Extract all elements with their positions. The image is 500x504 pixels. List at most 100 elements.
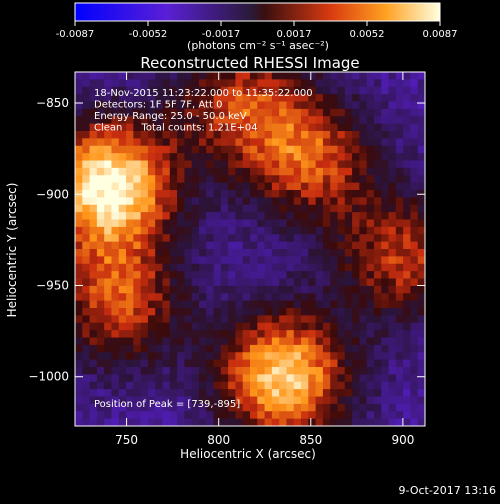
heatmap-pixel: [417, 337, 426, 346]
heatmap-pixel: [228, 241, 236, 250]
heatmap-pixel: [169, 241, 178, 250]
heatmap-pixel: [308, 116, 317, 125]
heatmap-pixel: [147, 219, 156, 228]
heatmap-pixel: [403, 167, 411, 176]
heatmap-pixel: [264, 330, 273, 339]
heatmap-pixel: [344, 249, 353, 257]
heatmap-pixel: [118, 167, 127, 176]
heatmap-pixel: [330, 234, 338, 243]
heatmap-pixel: [403, 145, 411, 154]
heatmap-pixel: [126, 308, 134, 316]
plot-title: Reconstructed RHESSI Image: [140, 54, 359, 72]
heatmap-pixel: [322, 403, 331, 412]
heatmap-pixel: [147, 160, 156, 169]
heatmap-pixel: [242, 241, 251, 250]
heatmap-pixel: [359, 197, 368, 206]
heatmap-pixel: [220, 381, 229, 390]
heatmap-pixel: [286, 263, 295, 272]
heatmap-pixel: [147, 300, 156, 309]
heatmap-pixel: [395, 86, 404, 95]
heatmap-pixel: [315, 123, 324, 132]
heatmap-pixel: [235, 182, 244, 191]
heatmap-pixel: [257, 249, 266, 257]
heatmap-pixel: [177, 418, 185, 427]
heatmap-pixel: [308, 182, 317, 191]
heatmap-pixel: [417, 293, 426, 302]
heatmap-pixel: [271, 300, 280, 309]
heatmap-pixel: [359, 226, 368, 235]
heatmap-pixel: [126, 79, 134, 88]
heatmap-pixel: [235, 278, 244, 287]
heatmap-pixel: [184, 94, 193, 103]
heatmap-pixel: [104, 234, 112, 243]
heatmap-pixel: [126, 131, 134, 139]
heatmap-pixel: [417, 123, 426, 132]
heatmap-pixel: [381, 160, 390, 169]
heatmap-pixel: [220, 389, 229, 398]
heatmap-pixel: [191, 249, 200, 257]
heatmap-pixel: [279, 381, 287, 390]
heatmap-pixel: [264, 389, 273, 398]
heatmap-pixel: [169, 249, 178, 257]
heatmap-pixel: [366, 344, 375, 353]
heatmap-pixel: [293, 226, 302, 235]
heatmap-pixel: [184, 241, 193, 250]
heatmap-pixel: [366, 352, 375, 361]
heatmap-pixel: [410, 359, 419, 368]
heatmap-pixel: [133, 263, 142, 272]
heatmap-pixel: [250, 315, 258, 324]
heatmap-pixel: [322, 108, 331, 117]
heatmap-pixel: [242, 226, 251, 235]
heatmap-pixel: [322, 337, 331, 346]
heatmap-pixel: [191, 145, 200, 154]
heatmap-pixel: [330, 411, 338, 420]
heatmap-pixel: [235, 86, 244, 95]
heatmap-pixel: [301, 389, 309, 398]
heatmap-pixel: [417, 153, 426, 162]
heatmap-pixel: [388, 138, 397, 147]
heatmap-pixel: [352, 396, 360, 405]
heatmap-pixel: [242, 101, 251, 110]
heatmap-pixel: [198, 204, 207, 213]
heatmap-pixel: [198, 145, 207, 154]
heatmap-pixel: [147, 337, 156, 346]
heatmap-pixel: [301, 293, 309, 302]
heatmap-pixel: [140, 330, 149, 339]
heatmap-pixel: [257, 403, 266, 412]
heatmap-pixel: [359, 344, 368, 353]
heatmap-pixel: [308, 256, 317, 265]
heatmap-pixel: [96, 249, 105, 257]
heatmap-pixel: [147, 190, 156, 198]
heatmap-pixel: [381, 190, 390, 198]
heatmap-pixel: [271, 94, 280, 103]
heatmap-pixel: [315, 396, 324, 405]
heatmap-pixel: [417, 381, 426, 390]
heatmap-pixel: [271, 271, 280, 280]
heatmap-pixel: [322, 116, 331, 125]
heatmap-pixel: [337, 389, 346, 398]
heatmap-pixel: [381, 86, 390, 95]
heatmap-pixel: [330, 256, 338, 265]
heatmap-pixel: [322, 182, 331, 191]
heatmap-pixel: [330, 138, 338, 147]
heatmap-pixel: [96, 278, 105, 287]
heatmap-pixel: [191, 175, 200, 184]
heatmap-pixel: [126, 285, 134, 294]
heatmap-pixel: [242, 175, 251, 184]
heatmap-pixel: [322, 145, 331, 154]
heatmap-pixel: [344, 204, 353, 213]
heatmap-pixel: [133, 175, 142, 184]
heatmap-pixel: [301, 322, 309, 331]
heatmap-pixel: [301, 153, 309, 162]
heatmap-pixel: [410, 367, 419, 375]
heatmap-pixel: [235, 300, 244, 309]
heatmap-pixel: [111, 285, 120, 294]
heatmap-pixel: [133, 131, 142, 139]
heatmap-pixel: [242, 337, 251, 346]
heatmap-pixel: [271, 153, 280, 162]
heatmap-pixel: [250, 308, 258, 316]
heatmap-pixel: [104, 123, 112, 132]
heatmap-pixel: [373, 160, 382, 169]
heatmap-pixel: [96, 285, 105, 294]
heatmap-pixel: [126, 212, 134, 221]
